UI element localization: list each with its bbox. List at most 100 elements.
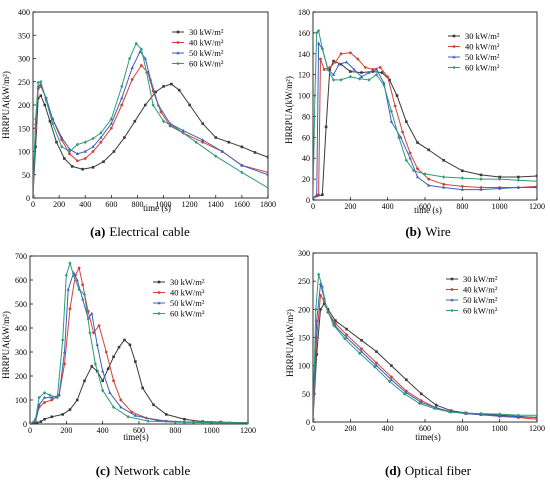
x-tick-label: 200 — [344, 202, 356, 211]
data-point — [143, 56, 147, 60]
data-point — [313, 93, 317, 98]
data-point — [148, 77, 153, 81]
legend-marker — [157, 301, 161, 305]
data-point — [200, 420, 205, 424]
data-point — [91, 136, 95, 141]
y-axis-label: HRRPUA(kW/m²) — [285, 309, 295, 377]
data-point — [324, 304, 328, 309]
data-point — [112, 355, 115, 359]
legend-label: 60 kW/m² — [189, 59, 224, 69]
plot-frame — [312, 11, 538, 201]
x-tick-label: 800 — [456, 202, 468, 211]
x-tick-label: 800 — [131, 200, 143, 209]
legend-label: 40 kW/m² — [189, 38, 224, 48]
data-point — [432, 406, 436, 411]
data-point — [408, 151, 412, 155]
y-tick-label: 300 — [15, 348, 27, 357]
data-point — [498, 186, 502, 190]
data-point — [416, 141, 419, 144]
data-point — [155, 418, 159, 422]
data-point — [367, 78, 371, 82]
data-point — [81, 297, 85, 301]
data-point — [358, 351, 362, 356]
data-point — [240, 163, 244, 167]
data-point — [101, 388, 105, 393]
data-point — [479, 177, 483, 181]
data-point — [90, 365, 94, 368]
data-point — [99, 140, 103, 144]
data-point — [337, 62, 341, 66]
data-point — [322, 302, 326, 305]
data-point — [358, 77, 362, 81]
y-tick-label: 250 — [298, 277, 310, 286]
data-point — [161, 119, 166, 124]
caption-text: Electrical cable — [109, 224, 190, 239]
data-point — [63, 157, 66, 160]
data-point — [173, 420, 177, 424]
data-point — [36, 96, 40, 100]
panel-caption: (b) Wire — [405, 224, 451, 239]
data-point — [266, 185, 268, 190]
data-point — [320, 46, 324, 51]
legend-label: 50 kW/m² — [189, 48, 224, 58]
data-point — [83, 140, 87, 144]
data-point — [33, 417, 38, 421]
data-point — [266, 171, 268, 174]
legend-label: 30 kW/m² — [463, 274, 498, 284]
data-point — [324, 125, 328, 129]
x-tick-label: 800 — [169, 426, 181, 435]
data-point — [39, 79, 43, 84]
y-tick-label: 100 — [15, 396, 27, 405]
data-point — [328, 68, 332, 71]
series-line-0 — [30, 339, 248, 424]
y-tick-label: 0 — [26, 194, 30, 203]
y-axis-label: HRRPUA(kW/m²) — [1, 311, 11, 379]
data-point — [101, 379, 104, 383]
data-point — [331, 78, 336, 82]
data-point — [374, 72, 379, 77]
data-point — [112, 150, 116, 153]
data-point — [72, 273, 76, 277]
data-point — [175, 126, 179, 131]
x-tick-label: 1200 — [529, 424, 545, 433]
chart-panel-1: 0 200 400 600 800 1000 1200 0 20 40 60 80 100 120 140 1… — [284, 8, 545, 239]
data-point — [109, 121, 113, 125]
data-point — [68, 408, 72, 411]
data-point — [102, 160, 105, 164]
data-point — [99, 131, 103, 135]
data-point — [315, 192, 319, 196]
data-point — [55, 395, 59, 400]
series-line-1 — [33, 64, 268, 196]
series-line-3 — [313, 29, 537, 198]
data-point — [60, 135, 64, 139]
data-point — [240, 170, 244, 175]
data-point — [183, 417, 186, 421]
data-point — [367, 70, 371, 74]
y-tick-label: 100 — [18, 148, 30, 157]
series-line-2 — [313, 283, 537, 420]
data-point — [66, 287, 70, 291]
data-point — [154, 90, 158, 94]
data-point — [389, 119, 393, 123]
data-point — [138, 49, 142, 53]
data-point — [101, 369, 105, 373]
data-point — [405, 378, 408, 382]
data-point — [479, 411, 483, 416]
data-point — [144, 70, 149, 75]
data-point — [36, 80, 40, 85]
data-point — [128, 343, 132, 347]
y-tick-label: 50 — [22, 171, 30, 180]
data-point — [60, 145, 64, 149]
data-point — [123, 136, 126, 139]
data-point — [516, 178, 520, 182]
y-tick-label: 150 — [298, 334, 310, 343]
data-point — [397, 135, 401, 140]
data-point — [177, 88, 181, 92]
y-tick-label: 250 — [18, 78, 30, 87]
y-tick-label: 150 — [18, 124, 30, 133]
data-point — [382, 83, 386, 87]
data-point — [479, 186, 483, 189]
data-point — [214, 154, 218, 158]
x-tick-label: 0 — [311, 424, 315, 433]
y-tick-label: 600 — [15, 276, 27, 285]
